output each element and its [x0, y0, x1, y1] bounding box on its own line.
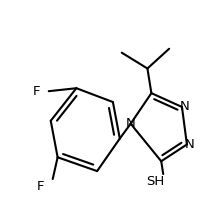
Text: F: F	[33, 85, 41, 98]
Text: N: N	[126, 117, 135, 130]
Text: N: N	[180, 101, 190, 113]
Text: F: F	[37, 180, 45, 193]
Text: SH: SH	[146, 176, 164, 189]
Text: N: N	[185, 138, 195, 151]
